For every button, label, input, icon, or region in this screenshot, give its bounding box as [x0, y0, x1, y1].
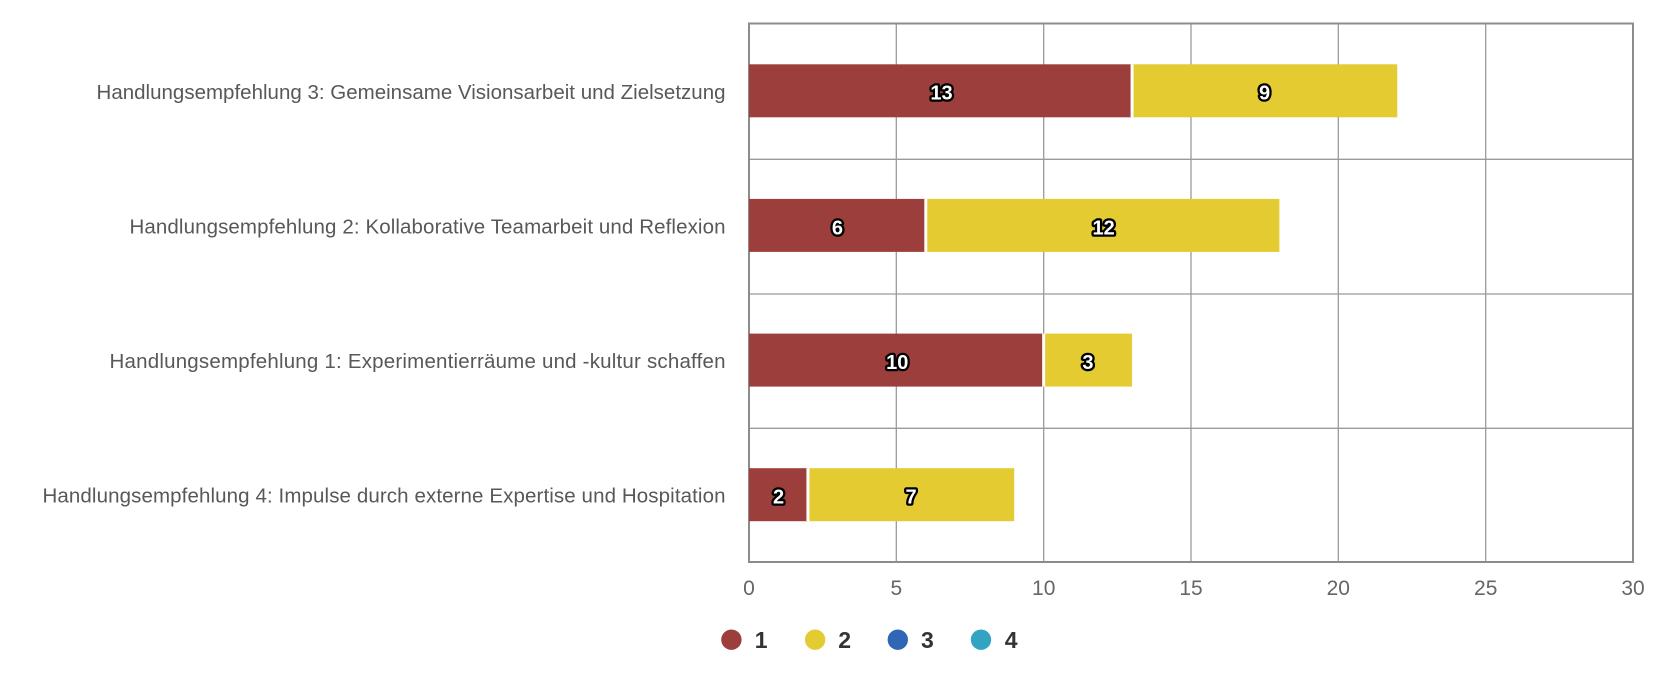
svg-text:2: 2: [773, 487, 784, 509]
svg-text:6: 6: [832, 217, 843, 239]
svg-text:1: 1: [755, 627, 768, 653]
svg-text:3: 3: [921, 627, 934, 653]
svg-text:7: 7: [906, 487, 917, 509]
svg-text:2: 2: [838, 627, 851, 653]
svg-text:0: 0: [743, 577, 755, 600]
svg-text:Handlungsempfehlung 1: Experim: Handlungsempfehlung 1: Experimentierräum…: [110, 350, 726, 373]
svg-text:Handlungsempfehlung 2: Kollabo: Handlungsempfehlung 2: Kollaborative Tea…: [130, 215, 726, 238]
svg-text:Handlungsempfehlung 4: Impulse: Handlungsempfehlung 4: Impulse durch ext…: [43, 485, 726, 508]
svg-text:9: 9: [1259, 83, 1270, 105]
svg-text:Handlungsempfehlung 3: Gemeins: Handlungsempfehlung 3: Gemeinsame Vision…: [97, 81, 726, 104]
svg-text:30: 30: [1621, 577, 1644, 600]
svg-text:15: 15: [1179, 577, 1202, 600]
svg-text:3: 3: [1082, 352, 1093, 374]
svg-text:10: 10: [886, 352, 908, 374]
svg-text:25: 25: [1474, 577, 1497, 600]
svg-text:4: 4: [1005, 627, 1018, 653]
svg-text:20: 20: [1327, 577, 1350, 600]
svg-text:13: 13: [930, 83, 952, 105]
svg-text:5: 5: [890, 577, 902, 600]
svg-text:12: 12: [1092, 217, 1114, 239]
svg-text:10: 10: [1032, 577, 1055, 600]
